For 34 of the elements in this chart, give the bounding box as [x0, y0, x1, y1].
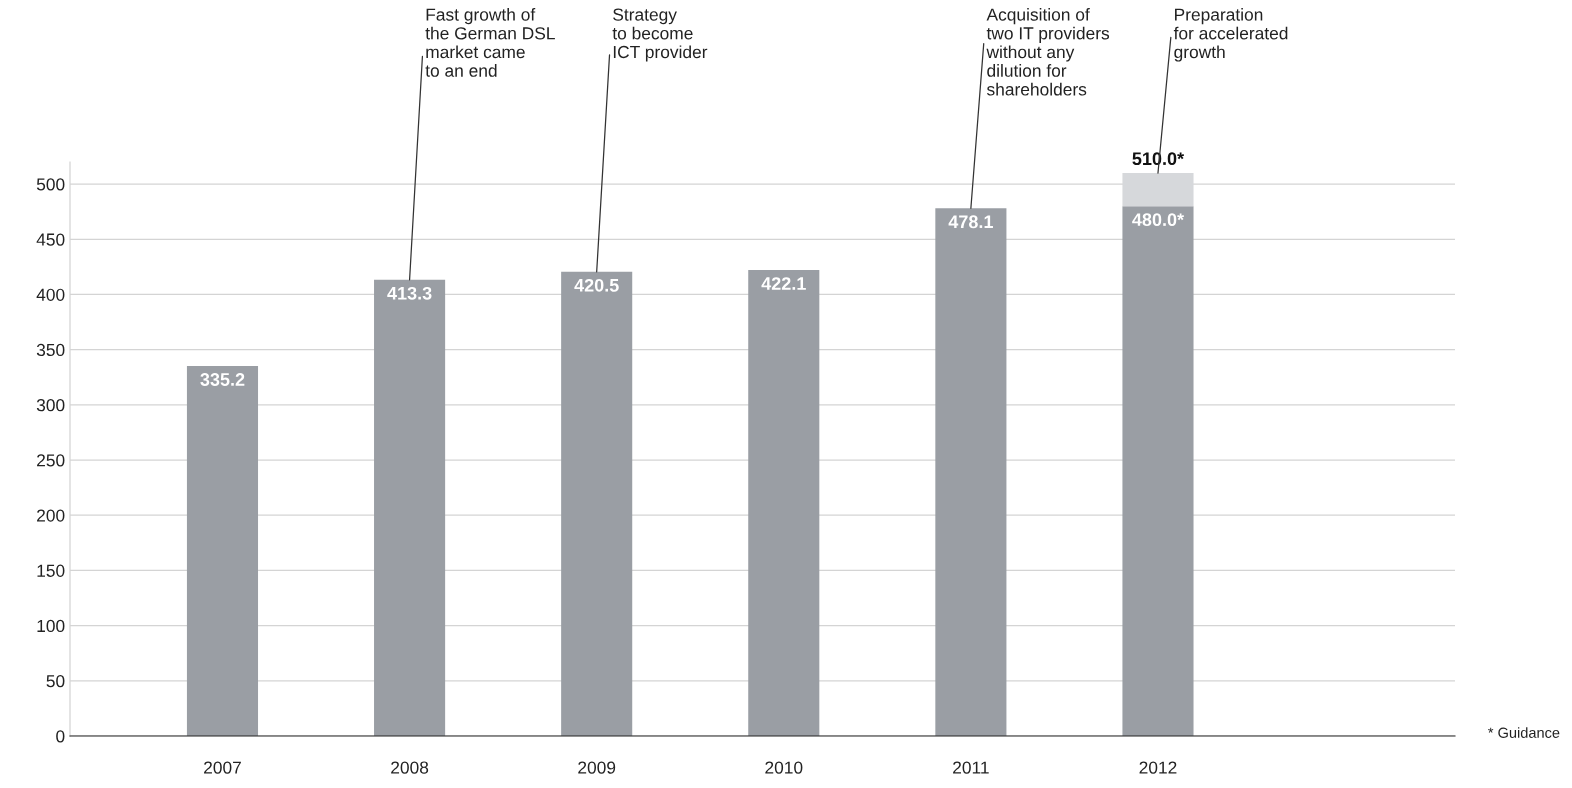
annotation: Acquisition of two IT providers without any dilution for shareholders	[986, 8, 1110, 96]
bar	[186, 365, 259, 736]
y-tick-label: 400	[36, 288, 65, 301]
bar	[374, 279, 446, 736]
data-label: 413.3	[387, 286, 432, 300]
y-tick-label: 200	[37, 509, 65, 522]
y-tick-label: 450	[36, 233, 65, 246]
data-label: 422.1	[761, 277, 806, 290]
x-tick-label: 2010	[765, 761, 803, 774]
x-tick-label: 2008	[391, 761, 429, 774]
y-tick-label: 250	[37, 454, 65, 467]
x-tick-label: 2012	[1139, 761, 1177, 774]
annotation: Strategy to become ICT provider	[612, 8, 708, 62]
y-tick-label: 500	[36, 178, 65, 191]
data-label: 420.5	[574, 278, 619, 292]
y-tick-label: 100	[37, 619, 65, 633]
y-tick-label: 350	[36, 343, 65, 357]
x-tick-label: 2007	[204, 761, 241, 774]
annotation: Preparation for accelerated growth	[1173, 8, 1288, 62]
data-label: 480.0*	[1132, 213, 1185, 227]
data-label: 335.2	[200, 373, 245, 386]
x-tick-label: 2011	[953, 761, 989, 774]
text: * Guidance	[1488, 727, 1560, 738]
y-tick-label: 0	[56, 730, 65, 743]
y-tick-label: 300	[36, 399, 65, 412]
x-tick-label: 2009	[578, 761, 616, 774]
y-tick-label: 150	[37, 564, 65, 577]
bar	[935, 208, 1007, 736]
data-label: 478.1	[948, 215, 993, 229]
y-tick-label: 50	[46, 674, 65, 688]
annotation: Fast growth of the German DSL market came to an end	[425, 8, 555, 77]
bar	[1122, 206, 1194, 736]
bar	[561, 271, 633, 736]
bar	[748, 270, 820, 736]
